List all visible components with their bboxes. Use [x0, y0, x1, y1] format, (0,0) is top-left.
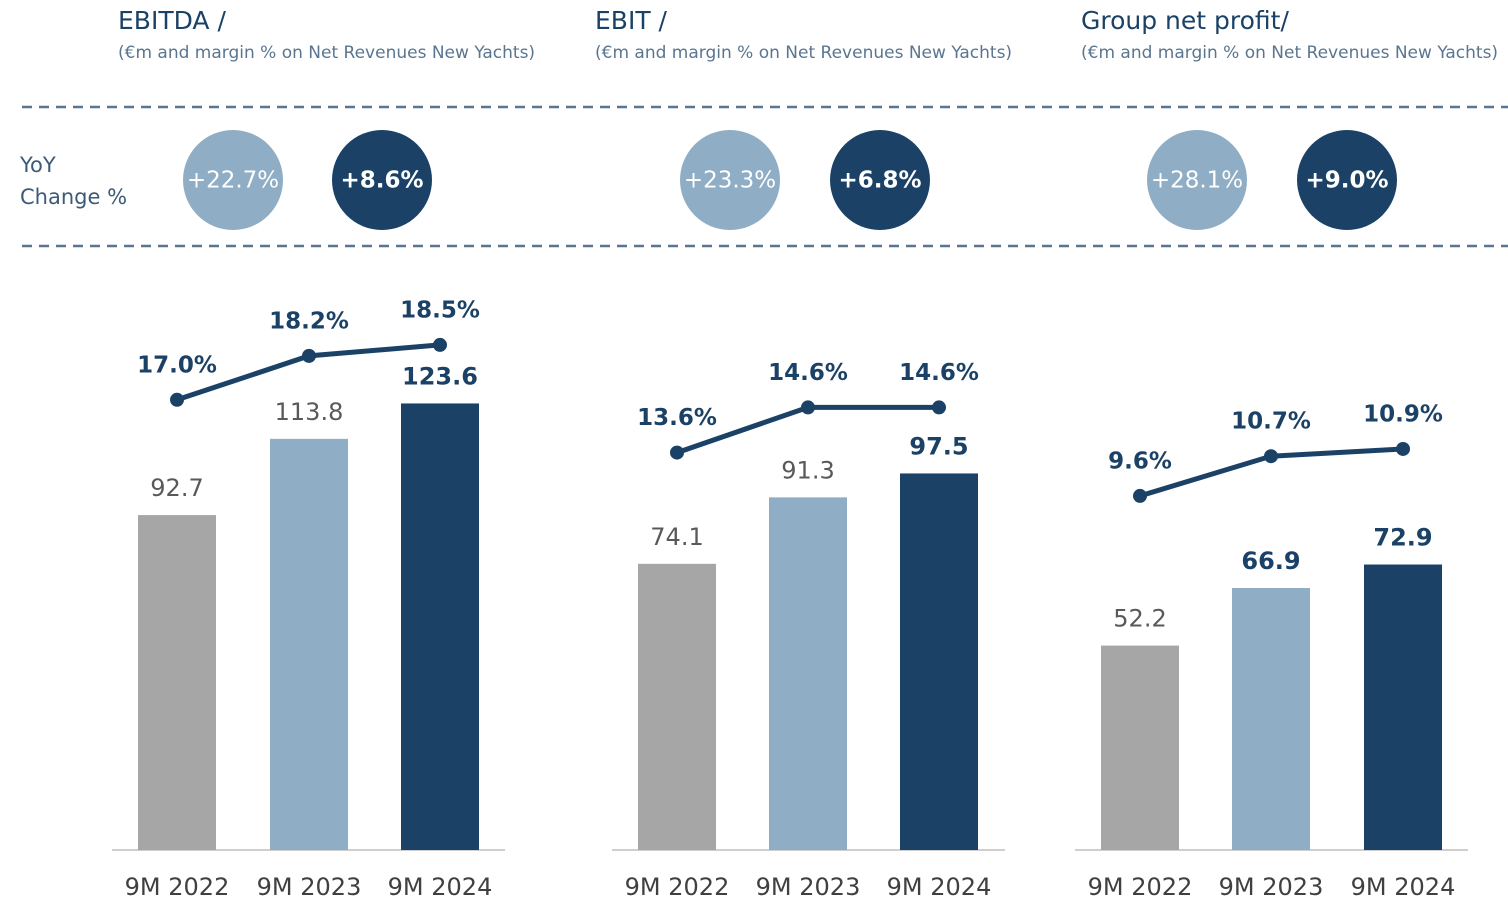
bar-label: 97.5 — [909, 432, 968, 460]
margin-point — [801, 400, 815, 415]
yoy-circle — [183, 130, 283, 230]
margin-point — [932, 400, 946, 415]
bar — [900, 473, 978, 850]
x-tick-label: 9M 2023 — [1219, 873, 1324, 900]
yoy-label: +28.1% — [1151, 168, 1243, 194]
margin-point — [1133, 488, 1147, 503]
x-tick-label: 9M 2024 — [1351, 873, 1456, 900]
x-tick-label: 9M 2023 — [257, 873, 362, 900]
chart-title: Group net profit/ — [1081, 6, 1289, 35]
chart-subtitle: (€m and margin % on Net Revenues New Yac… — [595, 43, 1012, 63]
margin-label: 14.6% — [768, 360, 848, 386]
margin-point — [1264, 449, 1278, 464]
chart-title: EBIT / — [595, 6, 668, 35]
bar — [138, 515, 216, 850]
bar — [401, 403, 479, 850]
margin-label: 18.2% — [269, 308, 349, 334]
x-tick-label: 9M 2022 — [125, 873, 230, 900]
margin-label: 13.6% — [637, 405, 717, 431]
chart-subtitle: (€m and margin % on Net Revenues New Yac… — [118, 43, 535, 63]
bar-label: 72.9 — [1373, 524, 1432, 552]
margin-point — [1396, 441, 1410, 456]
bar-label: 66.9 — [1241, 547, 1300, 575]
bar-label: 123.6 — [402, 362, 478, 390]
x-tick-label: 9M 2022 — [625, 873, 730, 900]
margin-label: 9.6% — [1108, 448, 1172, 474]
x-tick-label: 9M 2022 — [1088, 873, 1193, 900]
bar — [270, 438, 348, 850]
bar-label: 113.8 — [275, 398, 344, 426]
bar — [1101, 645, 1179, 850]
margin-point — [302, 348, 316, 363]
margin-point — [170, 392, 184, 407]
bar-label: 52.2 — [1113, 605, 1166, 633]
bar-label: 92.7 — [150, 474, 203, 502]
x-tick-label: 9M 2024 — [388, 873, 493, 900]
row-label: YoY — [19, 153, 56, 177]
margin-label: 10.7% — [1231, 409, 1311, 435]
yoy-circle — [1297, 130, 1397, 230]
yoy-label: +6.8% — [838, 168, 921, 194]
yoy-label: +8.6% — [340, 168, 423, 194]
yoy-label: +22.7% — [187, 168, 279, 194]
margin-point — [670, 445, 684, 460]
yoy-label: +23.3% — [684, 168, 776, 194]
yoy-circle — [830, 130, 930, 230]
row-label: Change % — [20, 185, 127, 209]
yoy-circle — [332, 130, 432, 230]
x-tick-label: 9M 2023 — [756, 873, 861, 900]
yoy-circle — [1147, 130, 1247, 230]
margin-label: 18.5% — [400, 297, 480, 323]
yoy-label: +9.0% — [1305, 168, 1388, 194]
chart-title: EBITDA / — [118, 6, 226, 35]
bar — [769, 497, 847, 850]
bar-label: 91.3 — [781, 456, 834, 484]
x-tick-label: 9M 2024 — [887, 873, 992, 900]
bar-label: 74.1 — [650, 523, 703, 551]
bar — [1364, 564, 1442, 850]
bar — [1232, 588, 1310, 850]
bar — [638, 563, 716, 850]
yoy-circle — [680, 130, 780, 230]
chart-subtitle: (€m and margin % on Net Revenues New Yac… — [1081, 43, 1498, 63]
margin-label: 17.0% — [137, 352, 217, 378]
margin-label: 10.9% — [1363, 401, 1443, 427]
margin-point — [433, 337, 447, 352]
margin-label: 14.6% — [899, 360, 979, 386]
